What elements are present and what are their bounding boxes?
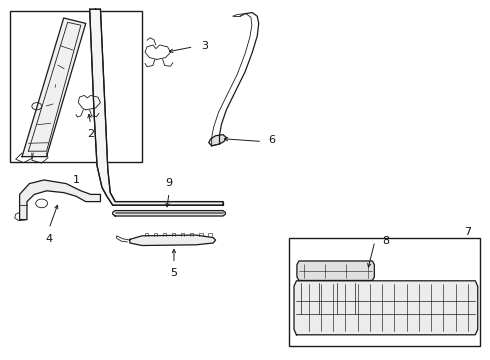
Polygon shape: [22, 18, 86, 157]
Text: 2: 2: [87, 129, 94, 139]
Text: 7: 7: [465, 227, 471, 237]
Polygon shape: [297, 261, 374, 280]
Polygon shape: [130, 235, 216, 246]
Text: 5: 5: [171, 268, 177, 278]
Polygon shape: [294, 281, 478, 335]
Bar: [10, 11, 142, 162]
Polygon shape: [209, 135, 226, 146]
Text: 9: 9: [166, 178, 172, 188]
Polygon shape: [20, 180, 100, 220]
Polygon shape: [90, 9, 223, 205]
Text: 1: 1: [73, 175, 79, 185]
Text: 4: 4: [46, 234, 52, 244]
Text: 6: 6: [269, 135, 275, 145]
Polygon shape: [113, 211, 225, 216]
Text: 3: 3: [201, 41, 208, 51]
Bar: [289, 238, 480, 346]
Text: 8: 8: [382, 236, 390, 246]
